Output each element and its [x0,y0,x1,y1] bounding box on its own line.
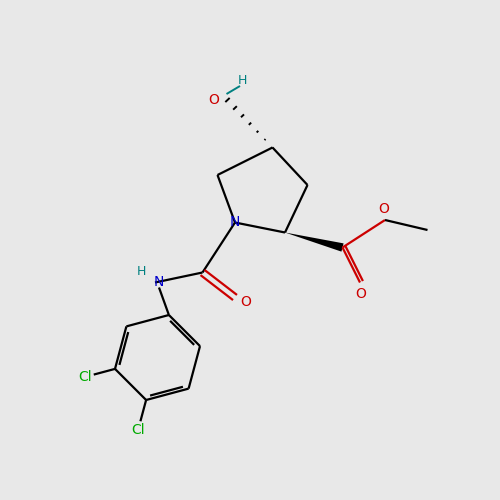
Text: Cl: Cl [132,423,145,437]
Polygon shape [285,232,344,252]
Text: O: O [208,93,220,107]
Text: O: O [378,202,390,216]
Text: H: H [136,265,145,278]
Text: O: O [240,296,252,310]
Text: N: N [230,216,240,230]
Text: O: O [356,286,366,300]
Text: N: N [154,274,164,288]
Text: H: H [238,74,247,88]
Text: Cl: Cl [78,370,92,384]
